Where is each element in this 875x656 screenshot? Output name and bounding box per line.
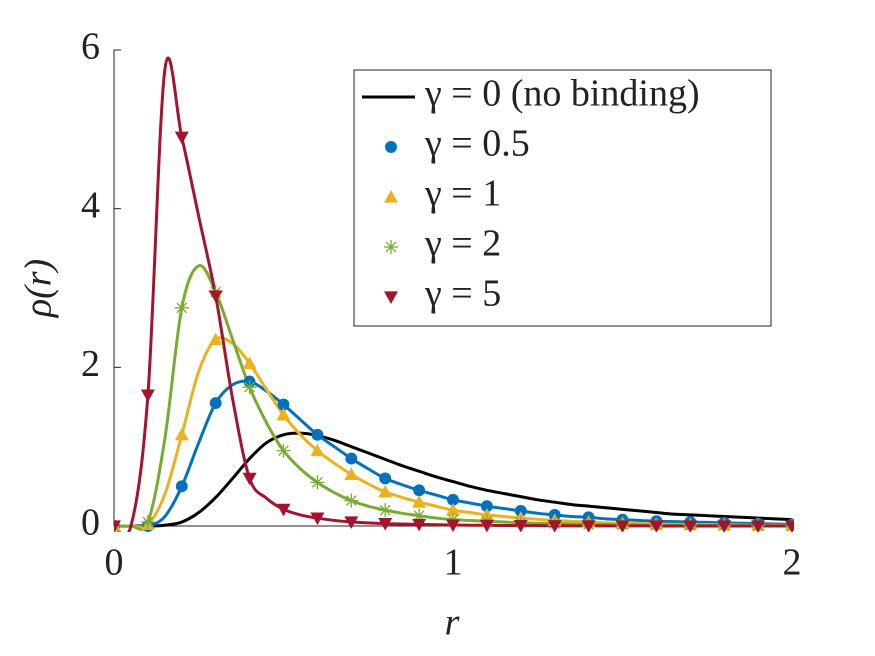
- marker: [479, 519, 494, 532]
- marker: [378, 518, 393, 531]
- marker: [344, 493, 359, 508]
- legend: γ = 0 (no binding) γ = 0.5 γ = 1 γ = 2 γ = 5: [353, 69, 772, 327]
- marker: [344, 516, 359, 530]
- marker: [140, 515, 155, 530]
- legend-label: γ = 1: [424, 173, 501, 215]
- marker: [412, 495, 427, 508]
- marker: [413, 484, 426, 497]
- marker: [514, 504, 527, 517]
- legend-box: [353, 69, 772, 327]
- marker: [615, 520, 630, 532]
- marker: [480, 500, 493, 513]
- legend-label: γ = 5: [424, 273, 501, 315]
- marker: [581, 520, 596, 532]
- marker: [513, 520, 528, 532]
- marker: [209, 397, 222, 409]
- marker: [114, 520, 121, 532]
- marker: [547, 520, 562, 532]
- marker: [311, 428, 324, 441]
- legend-marker: [384, 190, 398, 203]
- marker: [174, 300, 189, 315]
- series-line: [114, 431, 793, 528]
- marker: [140, 389, 155, 403]
- marker: [649, 520, 664, 532]
- legend-label: γ = 2: [424, 223, 501, 265]
- legend-marker: [385, 141, 397, 153]
- marker: [174, 131, 189, 145]
- marker: [276, 407, 291, 421]
- y-tick-label: 6: [81, 26, 100, 68]
- y-tick-label: 2: [81, 343, 100, 385]
- marker: [446, 503, 460, 516]
- x-tick-label: 1: [444, 542, 463, 584]
- x-tick-label: 2: [783, 542, 802, 584]
- marker: [242, 356, 257, 369]
- marker: [208, 332, 223, 346]
- marker: [717, 520, 732, 532]
- marker: [412, 508, 427, 523]
- marker: [345, 452, 358, 465]
- y-axis-label: ρ(r): [18, 259, 60, 318]
- marker: [175, 480, 188, 493]
- legend-label: γ = 0 (no binding): [424, 73, 700, 115]
- marker: [378, 503, 393, 518]
- marker: [208, 290, 223, 303]
- legend-marker: [384, 291, 398, 304]
- marker: [785, 520, 794, 532]
- marker: [310, 512, 325, 526]
- x-axis-label: r: [445, 602, 460, 644]
- marker: [277, 398, 290, 411]
- marker: [276, 503, 291, 517]
- marker: [174, 427, 189, 441]
- y-tick-label: 0: [81, 502, 100, 544]
- x-tick-label: 0: [105, 542, 124, 584]
- marker: [412, 518, 427, 532]
- marker: [310, 443, 325, 457]
- marker: [751, 520, 766, 532]
- marker: [276, 443, 291, 458]
- plot-area: [114, 56, 794, 532]
- marker: [310, 475, 325, 490]
- marker: [344, 467, 359, 481]
- series-line: [114, 56, 792, 532]
- marker: [242, 472, 257, 486]
- marker: [683, 520, 698, 532]
- legend-label: γ = 0.5: [424, 123, 530, 165]
- y-tick-label: 4: [81, 184, 100, 226]
- marker: [379, 472, 392, 485]
- marker: [447, 493, 459, 506]
- marker: [242, 380, 257, 395]
- legend-marker: [384, 240, 398, 254]
- marker: [378, 484, 393, 498]
- marker: [446, 519, 460, 532]
